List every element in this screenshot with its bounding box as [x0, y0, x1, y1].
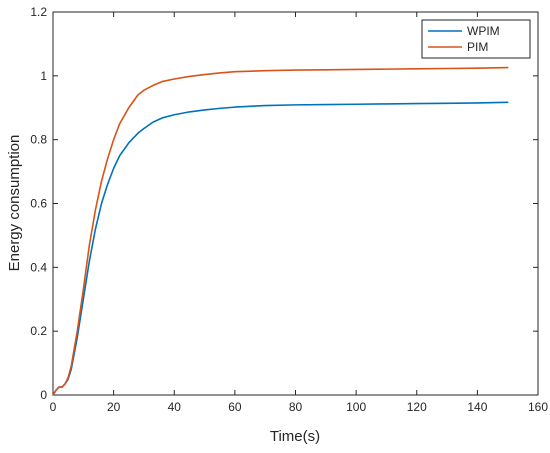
y-axis-label: Energy consumption [6, 135, 23, 272]
x-tick-label: 140 [467, 400, 487, 414]
x-tick-label: 160 [528, 400, 548, 414]
x-axis-label: Time(s) [270, 428, 320, 445]
y-tick-label: 0.6 [30, 197, 47, 211]
plot-area [52, 11, 539, 396]
y-tick-label: 0.2 [30, 324, 47, 338]
x-tick-label: 60 [228, 400, 242, 414]
legend: WPIM PIM [421, 19, 531, 59]
x-tick-label: 0 [50, 400, 57, 414]
y-tick-label: 0 [40, 388, 47, 402]
x-tick-label: 80 [289, 400, 303, 414]
axis-ticks: 0 20 40 60 80 100 120 140 160 0 0.2 0.4 0.6 0.8 1 1.2 [30, 5, 548, 414]
x-tick-label: 20 [107, 400, 121, 414]
legend-box [421, 19, 531, 59]
series-lines [52, 66, 509, 396]
y-tick-label: 0.4 [30, 260, 47, 274]
legend-label: WPIM [467, 24, 500, 38]
y-tick-label: 1 [40, 69, 47, 83]
series-line-pim [52, 66, 509, 396]
x-tick-label: 40 [168, 400, 182, 414]
x-tick-label: 100 [346, 400, 366, 414]
y-tick-label: 0.8 [30, 133, 47, 147]
legend-label: PIM [467, 40, 488, 54]
y-tick-label: 1.2 [30, 5, 47, 19]
x-tick-label: 120 [407, 400, 427, 414]
